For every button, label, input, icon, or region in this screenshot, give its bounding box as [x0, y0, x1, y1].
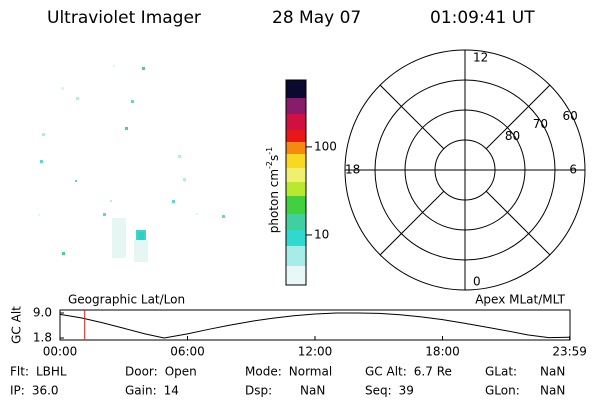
- left-title: Geographic Lat/Lon: [68, 293, 185, 307]
- status-value: LBHL: [36, 365, 67, 379]
- status-label: Mode:: [245, 365, 282, 379]
- mlt-label: 18: [345, 163, 360, 177]
- mlt-label: 0: [473, 275, 481, 289]
- colorbar-tick-label: 100: [314, 139, 337, 153]
- mlt-label: 6: [569, 163, 577, 177]
- label-exp: -1: [265, 147, 274, 155]
- lat-circle: [404, 109, 526, 231]
- time: 01:09:41 UT: [430, 8, 535, 28]
- status-label: Dsp:: [245, 384, 272, 398]
- lat-circle: [374, 79, 556, 261]
- y-axis-label: GC Alt: [10, 306, 24, 344]
- colorbar: [285, 79, 307, 286]
- status-value: NaN: [300, 384, 325, 398]
- status-value: 14: [164, 384, 179, 398]
- lat-label: 80: [505, 129, 520, 143]
- status-value: 36.0: [32, 384, 59, 398]
- diagonal: [485, 190, 551, 256]
- status-label: GLat:: [485, 365, 517, 379]
- colorbar-tick-label: 10: [314, 227, 329, 241]
- status-value: Normal: [289, 365, 332, 379]
- status-value: NaN: [540, 384, 565, 398]
- status-value: 6.7 Re: [414, 365, 452, 379]
- status-value: 39: [399, 384, 414, 398]
- status-value: Open: [165, 365, 197, 379]
- x-tick-label: 12:00: [298, 345, 333, 359]
- status-value: NaN: [540, 365, 565, 379]
- status-label: Flt:: [10, 365, 29, 379]
- x-tick-label: 23:59: [552, 345, 587, 359]
- x-tick-label: 18:00: [425, 345, 460, 359]
- status-label: IP:: [10, 384, 25, 398]
- label-exp: -2: [265, 161, 274, 169]
- polar-grid: [344, 49, 586, 291]
- status-label: Gain:: [125, 384, 157, 398]
- title: Ultraviolet Imager: [47, 8, 201, 28]
- label-part: photon cm: [267, 169, 281, 233]
- status-label: Seq:: [365, 384, 392, 398]
- altitude-line: [59, 312, 570, 339]
- colorbar-label: photon cm-2s-1: [265, 147, 281, 234]
- right-title: Apex MLat/MLT: [475, 293, 565, 307]
- label-part: s: [267, 155, 281, 161]
- lat-label: 70: [533, 117, 548, 131]
- y-tick-label: 1.8: [33, 331, 52, 345]
- x-tick-label: 06:00: [170, 345, 205, 359]
- y-tick-label: 9.0: [33, 306, 52, 320]
- status-label: GC Alt:: [365, 365, 407, 379]
- image-pixels: [38, 65, 225, 262]
- lat-label: 60: [562, 109, 577, 123]
- mlt-label: 12: [473, 51, 488, 65]
- status-label: Door:: [125, 365, 158, 379]
- diagonal: [379, 84, 445, 150]
- lat-circle: [434, 139, 496, 201]
- diagonal: [485, 84, 551, 150]
- diagonal: [379, 190, 445, 256]
- status-label: GLon:: [485, 384, 520, 398]
- x-tick-label: 00:00: [43, 345, 78, 359]
- date: 28 May 07: [272, 8, 361, 28]
